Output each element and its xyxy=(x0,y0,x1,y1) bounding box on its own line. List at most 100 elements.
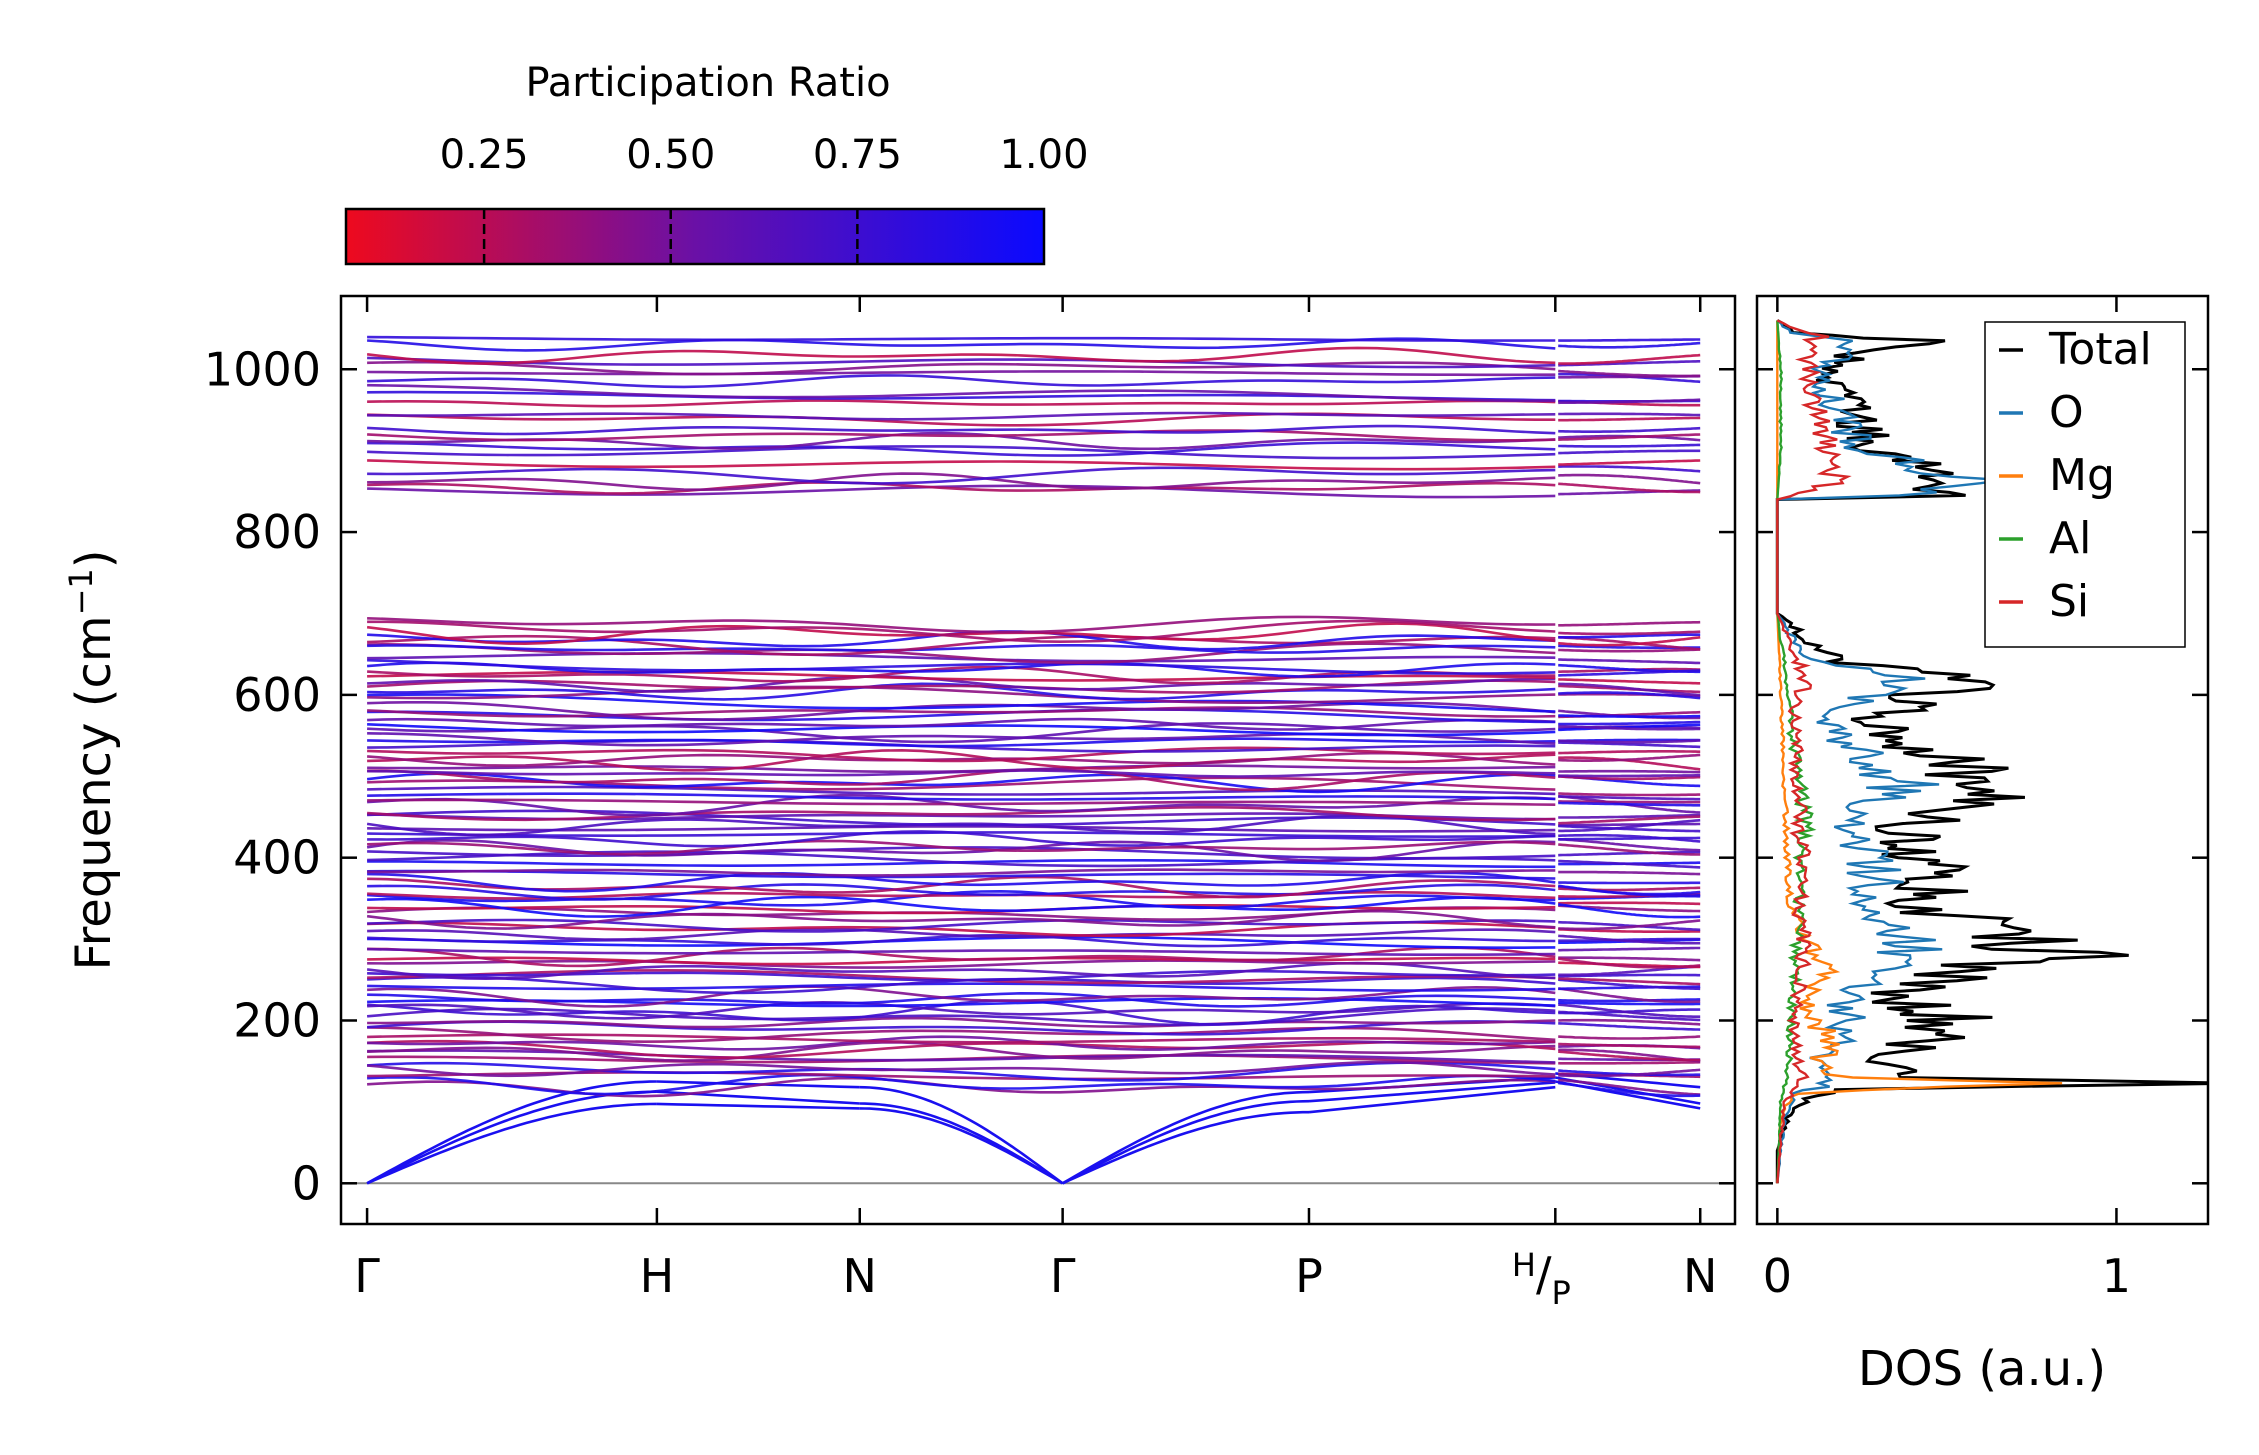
optical-branch xyxy=(367,1039,1556,1059)
optical-branch xyxy=(1558,724,1701,731)
optical-branch xyxy=(1558,769,1701,774)
optical-branch xyxy=(367,764,1556,774)
optical-branch xyxy=(1558,691,1701,700)
optical-branch xyxy=(1558,957,1701,969)
optical-branch xyxy=(367,411,1556,421)
optical-branch xyxy=(1558,341,1701,349)
optical-branch xyxy=(1558,620,1701,627)
colorbar-tick-label: 1.00 xyxy=(999,132,1088,178)
optical-branch xyxy=(1558,449,1701,455)
y-tick-label: 1000 xyxy=(204,342,321,396)
optical-branch xyxy=(367,991,1556,1008)
optical-branch xyxy=(1558,1060,1701,1065)
optical-branch xyxy=(1558,353,1701,365)
band-axis-ticks: 0 200 400 600 800 1000 Γ H N Γ P H/P N xyxy=(204,296,1735,1312)
optical-branch xyxy=(1558,843,1701,856)
acoustic-branch xyxy=(859,1085,1064,1185)
optical-branch xyxy=(1558,398,1701,405)
optical-branch xyxy=(1558,818,1701,833)
optical-branch xyxy=(1558,739,1701,744)
optical-branch xyxy=(367,1061,1556,1082)
optical-branch xyxy=(367,706,1556,718)
optical-branch xyxy=(367,935,1556,949)
acoustic-branch xyxy=(1308,1085,1556,1114)
dos-curves xyxy=(1775,319,2208,1184)
optical-branch xyxy=(1558,1018,1701,1026)
optical-branch xyxy=(367,472,1556,492)
optical-branch xyxy=(367,674,1556,693)
optical-branch xyxy=(1558,815,1701,825)
colorbar-ticks: 0.25 0.50 0.75 1.00 xyxy=(440,132,1089,264)
legend-label: O xyxy=(2049,387,2084,438)
optical-branch xyxy=(367,685,1556,704)
optical-branch xyxy=(1558,1081,1701,1098)
optical-branch xyxy=(367,481,1556,495)
optical-branch xyxy=(367,959,1556,969)
optical-branch xyxy=(367,1073,1556,1096)
legend-box xyxy=(1984,321,2186,648)
optical-branch xyxy=(367,748,1556,772)
dos-line-total xyxy=(1775,319,2208,1184)
optical-branch xyxy=(1558,669,1701,677)
optical-branch xyxy=(367,335,1556,342)
colorbar: Participation Ratio 0.25 0.50 0.75 1.00 xyxy=(344,60,1089,266)
dos-x-tick-label: 0 xyxy=(1763,1249,1792,1303)
optical-branch xyxy=(367,806,1556,822)
optical-branch xyxy=(1558,720,1701,726)
optical-branch xyxy=(1558,473,1701,485)
optical-branch xyxy=(367,370,1556,377)
optical-branch xyxy=(367,875,1556,899)
colorbar-tick-label: 0.50 xyxy=(626,132,715,178)
optical-branch xyxy=(1558,648,1701,653)
optical-branch xyxy=(1558,813,1701,819)
dos-line-mg xyxy=(1776,320,2063,1184)
dos-x-tick-label: 1 xyxy=(2102,1249,2131,1303)
optical-branch xyxy=(1558,412,1701,417)
optical-branch xyxy=(366,346,1556,365)
optical-branch xyxy=(367,634,1556,657)
optical-branch xyxy=(1558,850,1701,857)
dos-line-si xyxy=(1776,319,1852,1184)
optical-branch xyxy=(1558,1078,1701,1096)
x-tick-label: P xyxy=(1295,1249,1323,1303)
optical-branch xyxy=(1558,658,1701,665)
optical-branch xyxy=(1558,636,1701,651)
optical-branch xyxy=(367,644,1556,654)
optical-branch xyxy=(367,399,1556,408)
acoustic-branch xyxy=(1062,1110,1309,1185)
optical-branch xyxy=(367,1026,1556,1044)
optical-branch xyxy=(1558,1050,1701,1062)
optical-branch xyxy=(367,883,1556,901)
optical-branch xyxy=(367,445,1556,460)
optical-branch xyxy=(367,985,1556,1008)
band-structure-panel: 0 200 400 600 800 1000 Γ H N Γ P H/P N Frequency (cm… xyxy=(62,294,1737,1312)
band-axes-frame xyxy=(339,294,1737,1226)
y-tick-label: 0 xyxy=(292,1156,321,1210)
colorbar-title: Participation Ratio xyxy=(525,60,890,106)
optical-branch xyxy=(367,904,1556,915)
optical-branch xyxy=(367,927,1556,941)
optical-branch xyxy=(1558,801,1701,807)
optical-branch xyxy=(1558,416,1701,422)
optical-branch xyxy=(1558,774,1701,778)
phonon-bands xyxy=(341,335,1735,1185)
optical-branch xyxy=(367,1016,1556,1029)
optical-branch xyxy=(1558,482,1701,494)
y-tick-label: 200 xyxy=(233,993,321,1047)
optical-branch xyxy=(1558,987,1701,1004)
optical-branch xyxy=(1558,1042,1701,1049)
optical-branch xyxy=(1558,433,1701,441)
optical-branch xyxy=(367,466,1556,485)
optical-branch xyxy=(367,722,1556,744)
optical-branch xyxy=(366,1007,1556,1027)
legend-label: Si xyxy=(2049,576,2089,627)
optical-branch xyxy=(1558,836,1701,841)
optical-branch xyxy=(1558,1022,1701,1031)
optical-branch xyxy=(1558,978,1701,991)
optical-branch xyxy=(367,918,1556,933)
optical-branch xyxy=(1558,636,1701,647)
optical-branch xyxy=(367,1033,1556,1044)
x-axis-label-dos: DOS (a.u.) xyxy=(1858,1341,2106,1397)
y-axis-label: Frequency (cm−1) xyxy=(62,549,122,970)
